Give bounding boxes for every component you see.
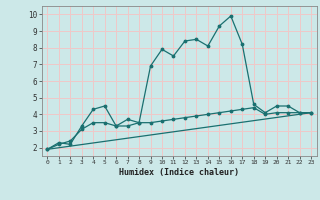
X-axis label: Humidex (Indice chaleur): Humidex (Indice chaleur) xyxy=(119,168,239,177)
